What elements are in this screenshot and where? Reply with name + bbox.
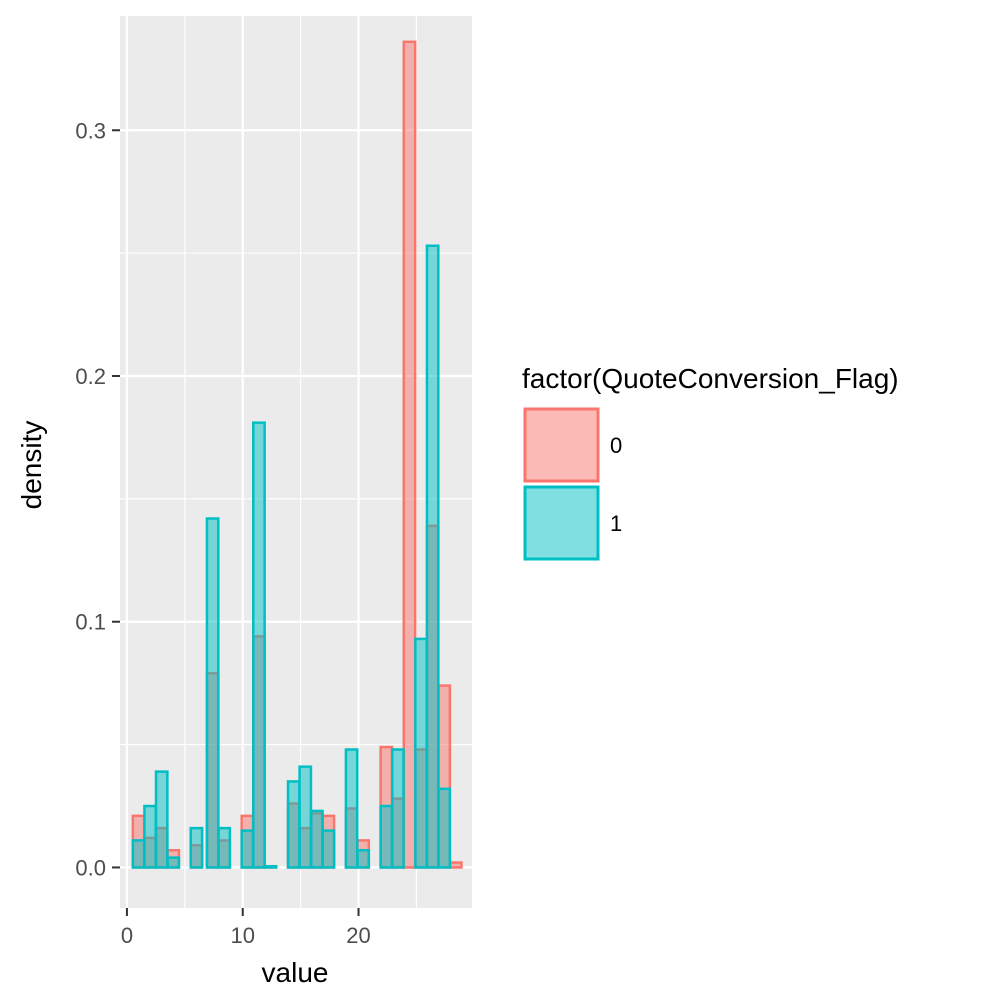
- bar-series-1: [356, 849, 371, 869]
- bar-series-1: [286, 780, 301, 869]
- bar-series-0: [448, 861, 463, 869]
- bar-series-1: [154, 770, 169, 869]
- bar-series-1: [131, 839, 146, 869]
- x-tick-label: 20: [346, 923, 370, 948]
- bars: [131, 40, 463, 869]
- bar-series-1: [143, 804, 158, 869]
- y-tick-label: 0.0: [75, 855, 106, 880]
- bar-series-1: [263, 864, 278, 869]
- bar-series-0: [402, 40, 417, 869]
- bar-series-1: [309, 809, 324, 869]
- bar-series-1: [252, 421, 266, 869]
- bar-series-1: [189, 826, 204, 869]
- bar-series-1: [379, 804, 394, 869]
- bar-series-1: [166, 856, 181, 869]
- y-tick-label: 0.3: [75, 118, 106, 143]
- bar-series-1: [217, 826, 232, 869]
- bar-series-1: [240, 829, 255, 869]
- axes: 0 10 20 0.0 0.1 0.2 0.3: [75, 118, 370, 948]
- bar-series-1: [298, 765, 313, 869]
- legend: factor(QuoteConversion_Flag) 0 1: [522, 363, 899, 561]
- x-tick-label: 10: [230, 923, 254, 948]
- grid-lines: [120, 16, 472, 908]
- bar-series-1: [437, 787, 452, 869]
- y-tick-label: 0.1: [75, 610, 106, 635]
- legend-label-1: 1: [610, 511, 622, 536]
- legend-label-0: 0: [610, 433, 622, 458]
- bar-series-1: [425, 244, 440, 869]
- legend-title: factor(QuoteConversion_Flag): [522, 363, 899, 394]
- bar-series-1: [414, 637, 428, 869]
- bar-series-1: [205, 517, 220, 869]
- bar-series-1: [344, 748, 359, 869]
- y-axis-title: density: [16, 421, 47, 510]
- bar-series-1: [321, 829, 336, 869]
- y-tick-label: 0.2: [75, 364, 106, 389]
- legend-key-1: [523, 485, 600, 561]
- bar-series-1: [390, 748, 405, 869]
- legend-key-0: [523, 407, 600, 483]
- x-tick-label: 0: [121, 923, 133, 948]
- x-axis-title: value: [262, 957, 329, 988]
